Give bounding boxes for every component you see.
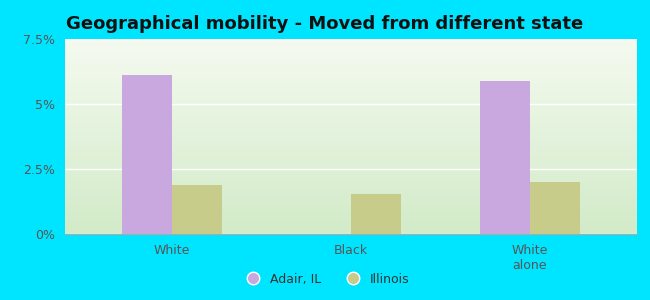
Text: Geographical mobility - Moved from different state: Geographical mobility - Moved from diffe… bbox=[66, 15, 584, 33]
Bar bbox=[530, 182, 580, 234]
Bar bbox=[122, 75, 172, 234]
Bar bbox=[172, 184, 222, 234]
Bar bbox=[351, 194, 401, 234]
Legend: Adair, IL, Illinois: Adair, IL, Illinois bbox=[235, 268, 415, 291]
Bar bbox=[480, 81, 530, 234]
